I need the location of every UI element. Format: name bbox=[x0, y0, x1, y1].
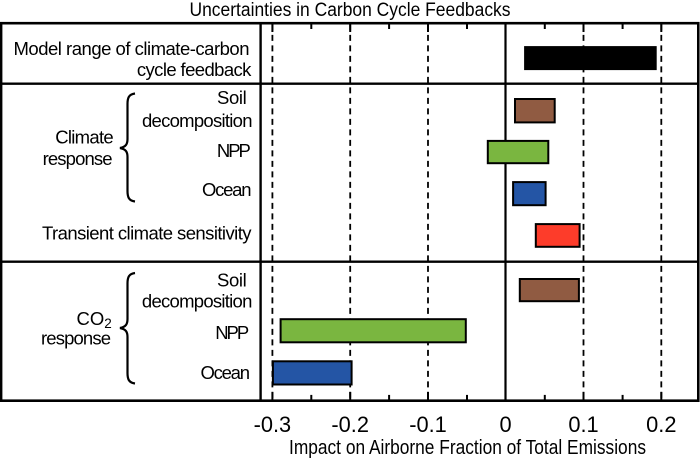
svg-text:0.1: 0.1 bbox=[568, 412, 598, 437]
svg-text:0: 0 bbox=[499, 412, 511, 437]
svg-text:response: response bbox=[43, 148, 113, 169]
svg-text:Impact on Airborne Fraction of: Impact on Airborne Fraction of Total Emi… bbox=[289, 437, 646, 459]
svg-text:Climate: Climate bbox=[55, 127, 113, 148]
svg-text:-0.2: -0.2 bbox=[331, 412, 369, 437]
svg-text:-0.3: -0.3 bbox=[254, 412, 292, 437]
svg-text:Transient climate sensitivity: Transient climate sensitivity bbox=[42, 223, 252, 244]
svg-text:Soil: Soil bbox=[217, 87, 247, 108]
svg-text:NPP: NPP bbox=[215, 322, 249, 343]
svg-text:CO2: CO2 bbox=[77, 308, 112, 331]
svg-text:NPP: NPP bbox=[217, 140, 251, 161]
svg-text:response: response bbox=[41, 327, 111, 348]
svg-text:-0.1: -0.1 bbox=[409, 412, 447, 437]
svg-text:Ocean: Ocean bbox=[201, 362, 251, 383]
svg-text:Model range of climate-carbon: Model range of climate-carbon bbox=[14, 38, 250, 59]
svg-text:decomposition: decomposition bbox=[142, 110, 253, 131]
svg-text:0.2: 0.2 bbox=[646, 412, 676, 437]
svg-text:decomposition: decomposition bbox=[142, 291, 253, 312]
svg-text:cycle feedback: cycle feedback bbox=[137, 59, 252, 80]
svg-text:Uncertainties in Carbon Cycle: Uncertainties in Carbon Cycle Feedbacks bbox=[190, 0, 511, 21]
svg-text:Soil: Soil bbox=[217, 269, 247, 290]
svg-text:Ocean: Ocean bbox=[202, 179, 252, 200]
